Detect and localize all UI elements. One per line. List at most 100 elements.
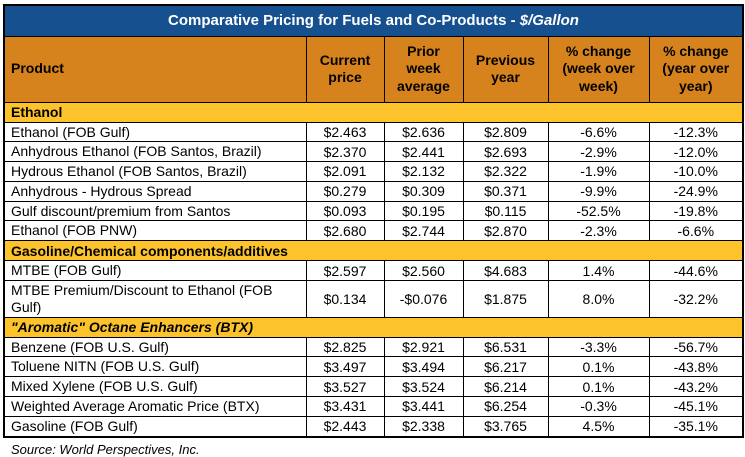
value-cell: -43.8%	[648, 356, 744, 378]
value-cell: $3.494	[383, 356, 464, 378]
value-cell: $2.560	[383, 260, 464, 282]
value-cell: $0.309	[383, 180, 464, 202]
product-cell: Weighted Average Aromatic Price (BTX)	[3, 396, 307, 417]
table-title-main: Comparative Pricing for Fuels and Co-Pro…	[168, 12, 520, 30]
section-header-label: "Aromatic" Octane Enhancers (BTX)	[3, 316, 744, 338]
table-row: Anhydrous Ethanol (FOB Santos, Brazil) $2…	[3, 141, 744, 163]
value-cell: 1.4%	[547, 260, 650, 282]
value-cell: -52.5%	[547, 200, 650, 222]
value-cell: $3.765	[462, 415, 549, 438]
value-cell: -6.6%	[648, 220, 744, 242]
value-cell: $3.431	[305, 396, 385, 417]
table-row: MTBE (FOB Gulf) $2.597 $2.560 $4.683 1.4% -44…	[3, 260, 744, 282]
value-cell: -9.9%	[547, 180, 650, 202]
value-cell: -44.6%	[648, 260, 744, 282]
value-cell: 0.1%	[547, 356, 650, 378]
value-cell: $0.371	[462, 180, 549, 202]
product-cell: Ethanol (FOB PNW)	[3, 220, 307, 242]
product-cell: Anhydrous Ethanol (FOB Santos, Brazil)	[3, 141, 307, 163]
product-cell: MTBE (FOB Gulf)	[3, 260, 307, 282]
value-cell: -2.3%	[547, 220, 650, 242]
value-cell: $2.338	[383, 415, 464, 438]
value-cell: $4.683	[462, 260, 549, 282]
product-cell: Mixed Xylene (FOB U.S. Gulf)	[3, 376, 307, 398]
value-cell: $6.254	[462, 396, 549, 417]
table-row: Toluene NITN (FOB U.S. Gulf) $3.497 $3.494…	[3, 356, 744, 378]
value-cell: $2.809	[462, 121, 549, 143]
source-note: Source: World Perspectives, Inc.	[11, 441, 200, 457]
value-cell: -$0.076	[383, 280, 464, 318]
column-header-prior-week-average: Prior week average	[383, 35, 464, 103]
product-cell: Toluene NITN (FOB U.S. Gulf)	[3, 356, 307, 378]
table-row: Mixed Xylene (FOB U.S. Gulf) $3.527 $3.524…	[3, 376, 744, 398]
value-cell: $2.921	[383, 336, 464, 358]
column-header-row: Product Current price Prior week average…	[3, 35, 744, 103]
value-cell: -32.2%	[648, 280, 744, 318]
value-cell: $2.443	[305, 415, 385, 438]
value-cell: $6.531	[462, 336, 549, 358]
value-cell: -3.3%	[547, 336, 650, 358]
value-cell: $2.370	[305, 141, 385, 163]
value-cell: $0.279	[305, 180, 385, 202]
value-cell: $2.441	[383, 141, 464, 163]
value-cell: $3.441	[383, 396, 464, 417]
value-cell: -2.9%	[547, 141, 650, 163]
value-cell: $6.214	[462, 376, 549, 398]
table-row: Ethanol (FOB PNW) $2.680 $2.744 $2.870 -2.3%…	[3, 220, 744, 242]
section-header-row: Ethanol	[3, 101, 744, 123]
table-body: Ethanol Ethanol (FOB Gulf) $2.463 $2.636 $2.…	[3, 101, 744, 438]
table-row: MTBE Premium/Discount to Ethanol (FOB Gu…	[3, 280, 744, 318]
table-row: Ethanol (FOB Gulf) $2.463 $2.636 $2.809 -6.6…	[3, 121, 744, 143]
value-cell: $2.091	[305, 161, 385, 182]
value-cell: -45.1%	[648, 396, 744, 417]
value-cell: $2.825	[305, 336, 385, 358]
value-cell: $0.134	[305, 280, 385, 318]
value-cell: -12.3%	[648, 121, 744, 143]
value-cell: $6.217	[462, 356, 549, 378]
table-row: Anhydrous - Hydrous Spread $0.279 $0.309 $0…	[3, 180, 744, 202]
table-title-row: Comparative Pricing for Fuels and Co-Pro…	[3, 4, 744, 37]
value-cell: $2.680	[305, 220, 385, 242]
table-row: Gulf discount/premium from Santos $0.093 $…	[3, 200, 744, 222]
column-header-previous-year: Previous year	[462, 35, 549, 103]
section-header-label: Gasoline/Chemical components/additives	[3, 240, 744, 262]
product-cell: Benzene (FOB U.S. Gulf)	[3, 336, 307, 358]
value-cell: -56.7%	[648, 336, 744, 358]
value-cell: -43.2%	[648, 376, 744, 398]
product-cell: Hydrous Ethanol (FOB Santos, Brazil)	[3, 161, 307, 182]
value-cell: $3.524	[383, 376, 464, 398]
table-row: Benzene (FOB U.S. Gulf) $2.825 $2.921 $6.53…	[3, 336, 744, 358]
value-cell: $0.115	[462, 200, 549, 222]
value-cell: $2.870	[462, 220, 549, 242]
section-header-row: Gasoline/Chemical components/additives	[3, 240, 744, 262]
value-cell: -35.1%	[648, 415, 744, 438]
table-row: Gasoline (FOB Gulf) $2.443 $2.338 $3.765 4.5…	[3, 415, 744, 438]
value-cell: 0.1%	[547, 376, 650, 398]
product-cell: Gasoline (FOB Gulf)	[3, 415, 307, 438]
value-cell: -24.9%	[648, 180, 744, 202]
column-header-pct-change-wow: % change (week over week)	[547, 35, 650, 103]
value-cell: $2.693	[462, 141, 549, 163]
table-row: Hydrous Ethanol (FOB Santos, Brazil) $2.0…	[3, 161, 744, 182]
product-cell: MTBE Premium/Discount to Ethanol (FOB Gu…	[3, 280, 307, 318]
value-cell: -12.0%	[648, 141, 744, 163]
value-cell: $3.497	[305, 356, 385, 378]
value-cell: -10.0%	[648, 161, 744, 182]
value-cell: 4.5%	[547, 415, 650, 438]
table-title: Comparative Pricing for Fuels and Co-Pro…	[3, 4, 744, 37]
value-cell: $2.597	[305, 260, 385, 282]
product-cell: Ethanol (FOB Gulf)	[3, 121, 307, 143]
pricing-table: Comparative Pricing for Fuels and Co-Pro…	[3, 4, 744, 438]
column-header-product: Product	[3, 35, 307, 103]
value-cell: $1.875	[462, 280, 549, 318]
value-cell: $0.093	[305, 200, 385, 222]
value-cell: -6.6%	[547, 121, 650, 143]
value-cell: $2.744	[383, 220, 464, 242]
section-header-label: Ethanol	[3, 101, 744, 123]
product-cell: Gulf discount/premium from Santos	[3, 200, 307, 222]
product-cell: Anhydrous - Hydrous Spread	[3, 180, 307, 202]
value-cell: $2.636	[383, 121, 464, 143]
value-cell: $2.463	[305, 121, 385, 143]
table-title-unit: $/Gallon	[519, 12, 579, 30]
value-cell: $0.195	[383, 200, 464, 222]
